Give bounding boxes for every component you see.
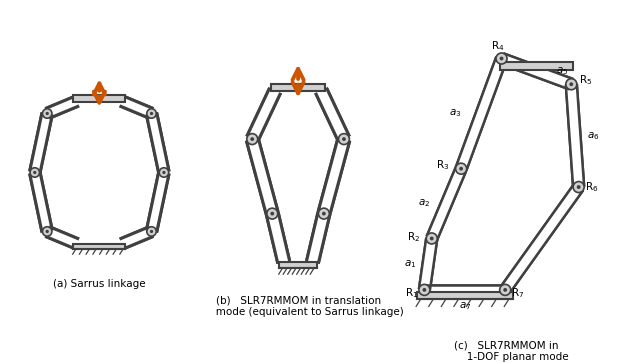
Circle shape [426, 233, 437, 244]
Polygon shape [501, 184, 583, 293]
Circle shape [319, 208, 329, 219]
Bar [271, 84, 325, 91]
Text: R$_{5}$: R$_{5}$ [579, 74, 592, 87]
Circle shape [422, 288, 427, 292]
Text: (a) Sarrus linkage: (a) Sarrus linkage [53, 279, 146, 289]
Circle shape [159, 168, 169, 177]
Text: $a_2$: $a_2$ [419, 198, 430, 209]
Bar [73, 244, 125, 249]
Circle shape [162, 171, 166, 174]
Polygon shape [500, 53, 573, 89]
Polygon shape [456, 57, 507, 171]
Polygon shape [247, 88, 281, 142]
Polygon shape [566, 84, 584, 187]
Polygon shape [120, 96, 153, 118]
Polygon shape [419, 238, 437, 291]
Bar [73, 95, 125, 102]
Polygon shape [266, 212, 289, 264]
Polygon shape [247, 138, 278, 215]
Bar [500, 62, 573, 70]
Text: R$_{6}$: R$_{6}$ [585, 180, 598, 194]
Circle shape [42, 227, 52, 236]
Polygon shape [318, 138, 350, 215]
Circle shape [430, 237, 433, 240]
Polygon shape [45, 96, 79, 118]
Circle shape [247, 134, 258, 144]
Text: (c)   SLR7RMMOM in
       1-DOF planar mode: (c) SLR7RMMOM in 1-DOF planar mode [444, 340, 568, 362]
Circle shape [459, 167, 463, 171]
Circle shape [150, 112, 153, 115]
Polygon shape [315, 88, 350, 142]
Circle shape [342, 137, 346, 141]
Text: R$_{2}$: R$_{2}$ [407, 230, 420, 244]
Circle shape [503, 288, 507, 292]
Circle shape [338, 134, 350, 144]
Circle shape [267, 208, 278, 219]
Circle shape [500, 284, 510, 295]
Text: $a_1$: $a_1$ [404, 258, 416, 270]
Polygon shape [307, 212, 330, 264]
Circle shape [45, 230, 49, 233]
Bar [417, 292, 512, 299]
Polygon shape [30, 171, 52, 233]
Circle shape [496, 53, 507, 64]
Text: R$_{7}$: R$_{7}$ [512, 287, 525, 301]
Circle shape [500, 57, 504, 60]
Circle shape [270, 212, 274, 216]
Circle shape [147, 109, 156, 118]
Text: $a_3$: $a_3$ [450, 108, 462, 119]
Circle shape [419, 284, 430, 295]
Circle shape [322, 212, 326, 216]
Circle shape [566, 79, 577, 90]
Polygon shape [424, 285, 505, 294]
Polygon shape [30, 113, 52, 174]
Circle shape [33, 171, 37, 174]
Circle shape [569, 82, 573, 86]
Text: $a_6$: $a_6$ [587, 130, 600, 142]
Circle shape [45, 112, 49, 115]
Polygon shape [147, 113, 169, 174]
Circle shape [250, 137, 254, 141]
Circle shape [147, 227, 156, 236]
Text: $a_5$: $a_5$ [556, 65, 568, 77]
Circle shape [150, 230, 153, 233]
Text: $a_7$: $a_7$ [459, 301, 471, 312]
Polygon shape [45, 227, 79, 249]
Circle shape [30, 168, 40, 177]
Circle shape [573, 182, 584, 192]
Circle shape [577, 185, 581, 189]
Text: R$_{3}$: R$_{3}$ [436, 158, 450, 172]
Circle shape [456, 163, 466, 174]
Text: (b)   SLR7RMMOM in translation
       mode (equivalent to Sarrus linkage): (b) SLR7RMMOM in translation mode (equiv… [193, 296, 404, 317]
Polygon shape [427, 167, 466, 241]
Text: R$_{4}$: R$_{4}$ [491, 39, 505, 53]
Polygon shape [120, 227, 153, 249]
Text: R$_{1}$: R$_{1}$ [405, 287, 418, 301]
Circle shape [42, 109, 52, 118]
Polygon shape [147, 171, 169, 233]
Bar [279, 262, 317, 268]
